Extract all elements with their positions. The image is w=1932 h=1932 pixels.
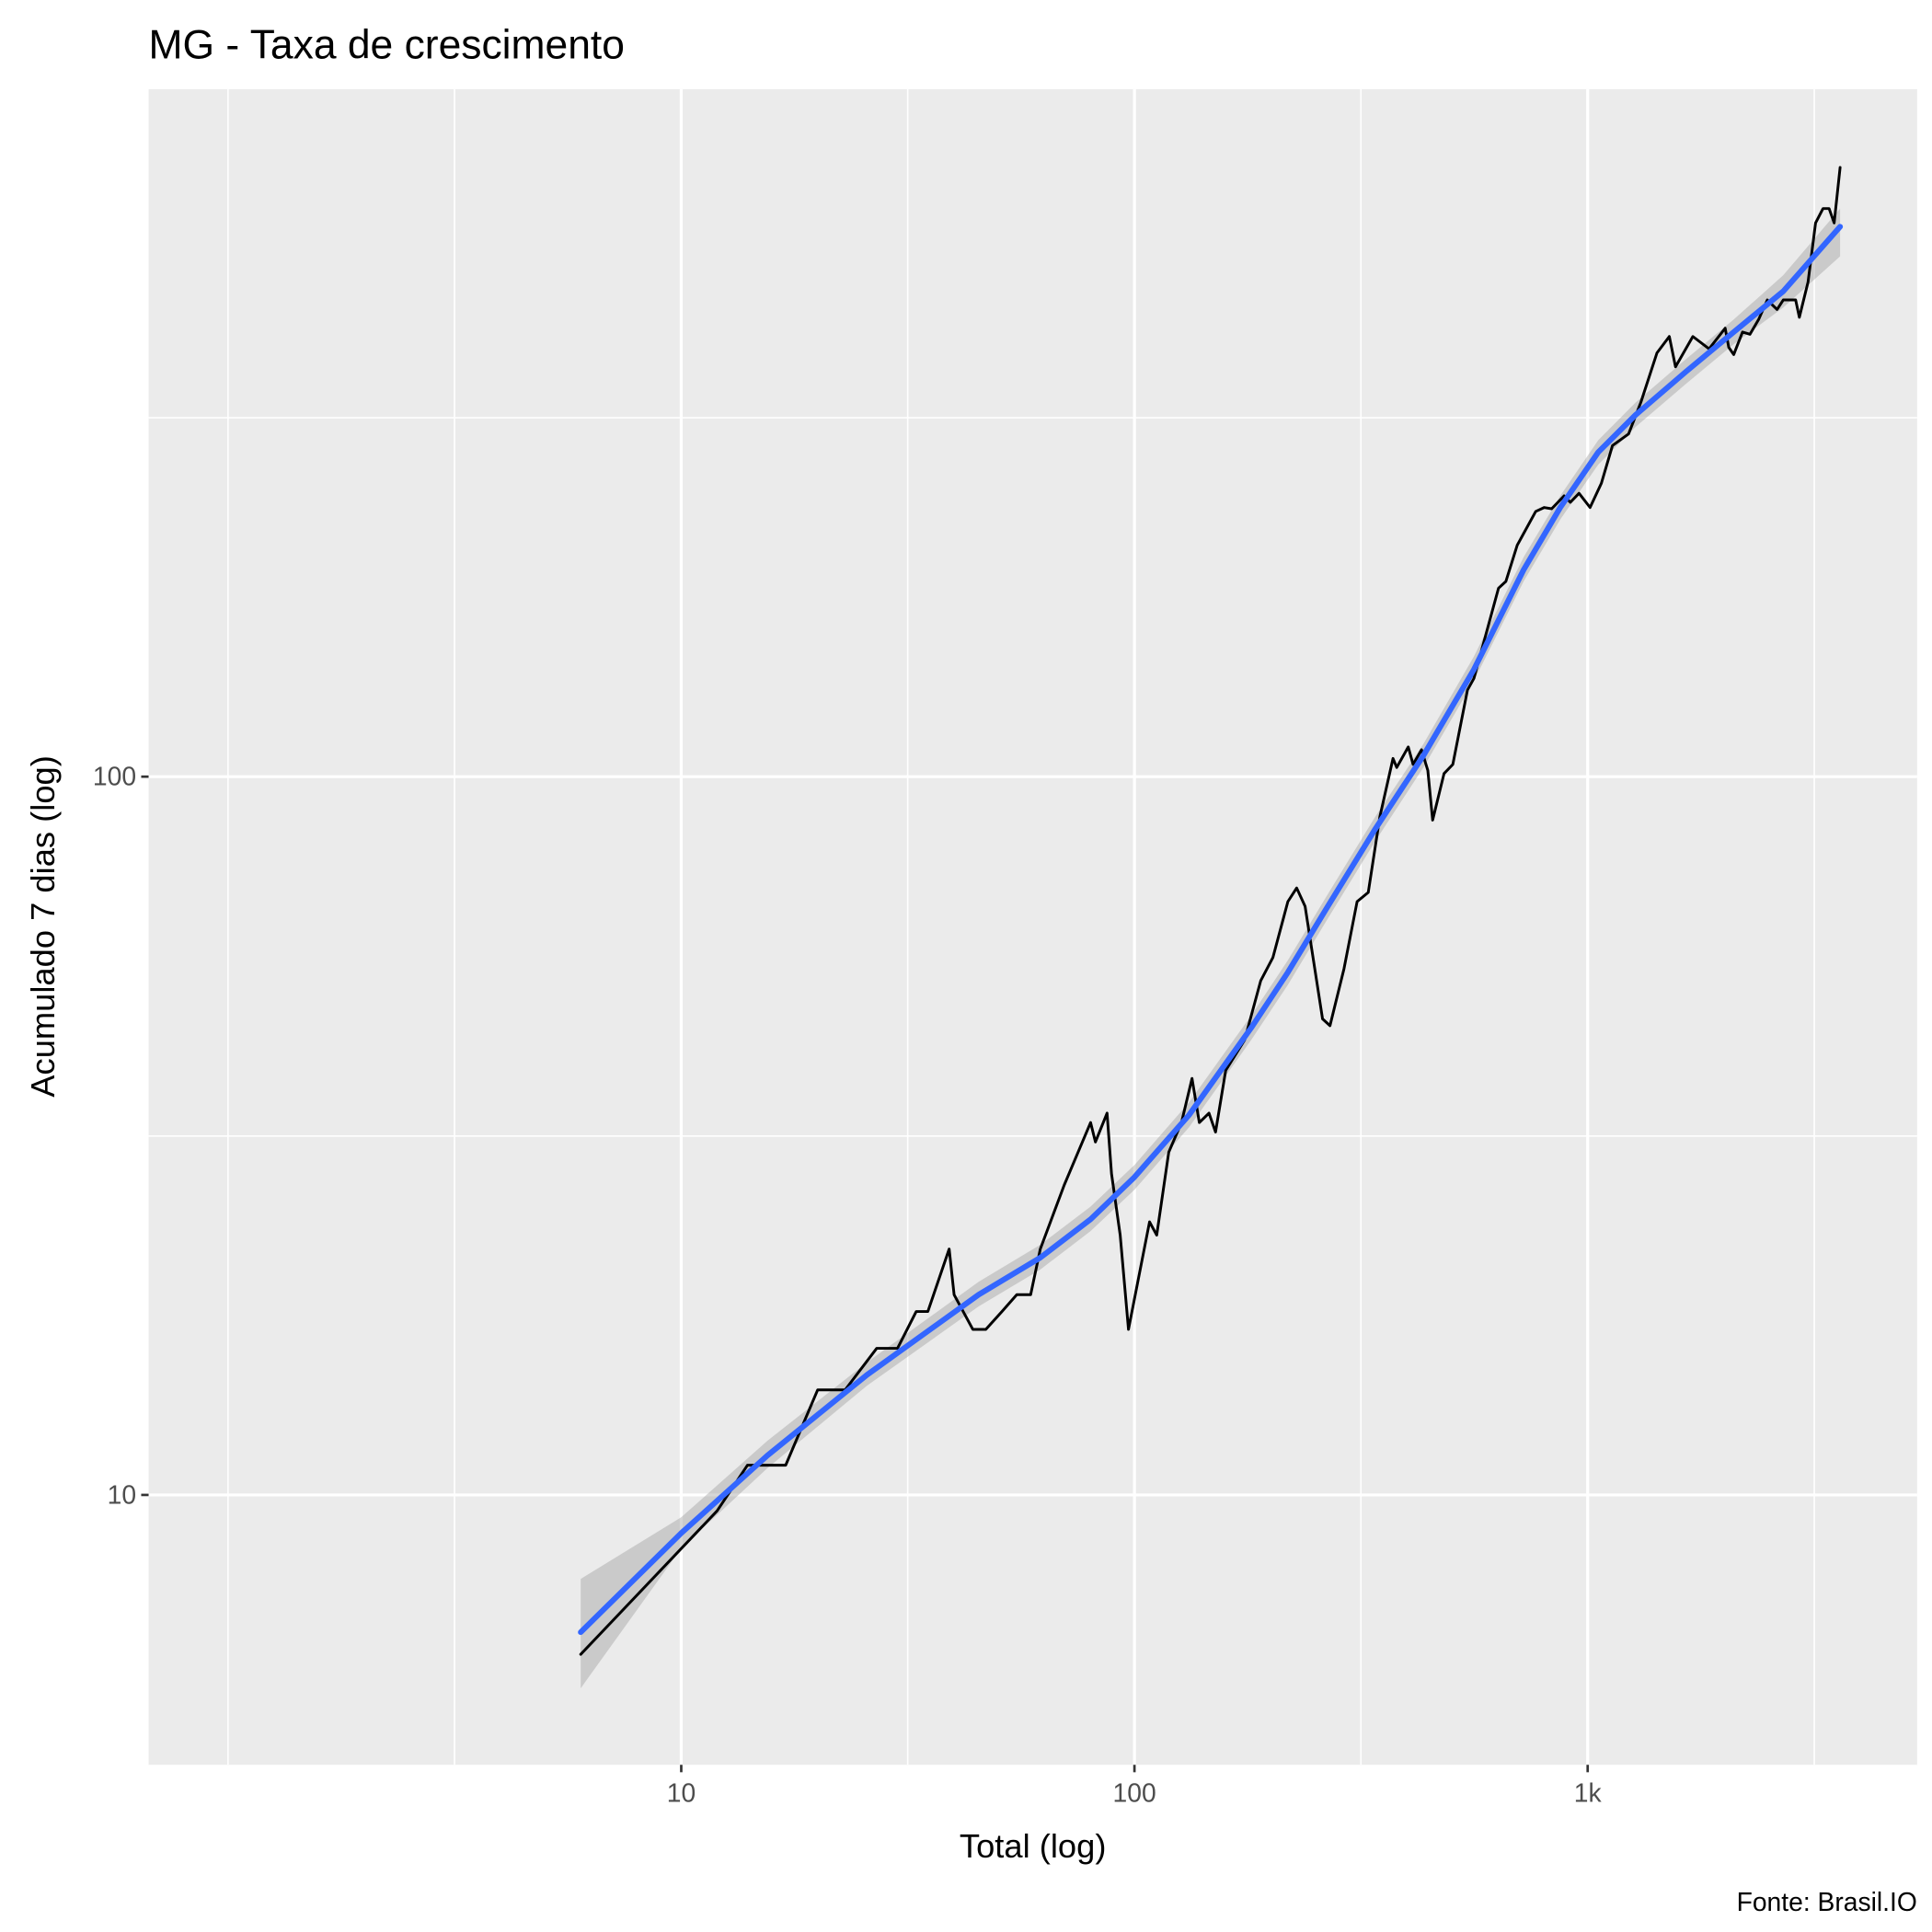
- chart-title: MG - Taxa de crescimento: [149, 22, 625, 67]
- data-line: [579, 166, 1842, 1656]
- axes: 10 100 1k 10 100: [93, 762, 1603, 1808]
- marks: [578, 166, 1844, 1689]
- x-tick-label: 100: [1113, 1778, 1156, 1808]
- caption: Fonte: Brasil.IO: [1737, 1887, 1917, 1916]
- y-axis-title: Acumulado 7 dias (log): [24, 755, 62, 1098]
- grid: [148, 88, 1917, 1765]
- smooth-line: [578, 224, 1844, 1636]
- panel: [148, 88, 1917, 1765]
- y-tick-label: 10: [108, 1479, 136, 1509]
- y-tick-label: 100: [93, 762, 136, 791]
- x-tick-label: 10: [667, 1778, 696, 1808]
- confidence-band: [581, 208, 1841, 1689]
- x-tick-label: 1k: [1574, 1778, 1603, 1808]
- x-axis-title: Total (log): [960, 1827, 1107, 1865]
